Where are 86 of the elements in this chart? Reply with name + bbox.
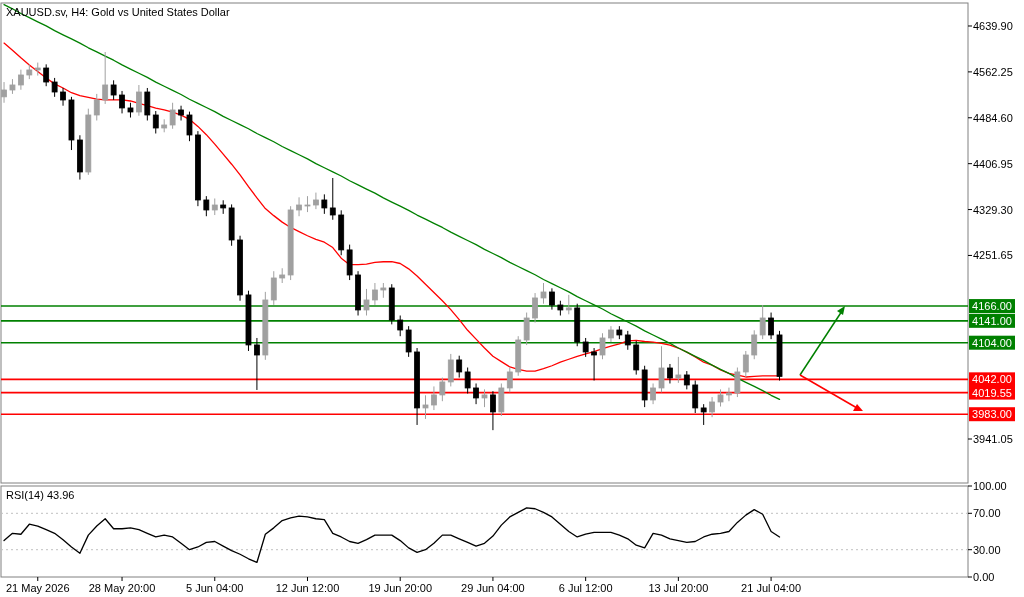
candlestick xyxy=(431,385,437,411)
ref-line-label: 4042.00 xyxy=(972,373,1012,386)
ref-line-label: 4141.00 xyxy=(972,314,1012,327)
candlestick xyxy=(152,110,159,134)
candlestick xyxy=(582,337,589,358)
candlestick xyxy=(549,287,555,311)
candlestick xyxy=(734,367,741,398)
y-tick-label: 4406.95 xyxy=(973,157,1013,170)
x-tick-label: 29 Jun 04:00 xyxy=(461,582,525,594)
candlestick xyxy=(136,84,142,117)
candlestick xyxy=(532,292,538,324)
x-tick-label: 12 Jun 12:00 xyxy=(275,582,340,594)
y-tick-label: 4251.65 xyxy=(973,249,1013,262)
candlestick xyxy=(658,345,665,393)
y-tick-label: 4329.30 xyxy=(973,203,1013,216)
candlestick xyxy=(397,315,404,337)
candlestick xyxy=(439,377,446,402)
candlestick xyxy=(650,382,656,405)
candlestick xyxy=(599,332,606,360)
candlestick xyxy=(254,337,260,391)
candlestick xyxy=(751,329,758,360)
candlestick xyxy=(709,396,715,418)
x-tick-label: 21 Jul 04:00 xyxy=(741,582,802,594)
candlestick xyxy=(591,347,597,382)
chart-title: RSI(14) 43.96 xyxy=(6,489,75,501)
candlestick xyxy=(169,102,176,130)
candlestick xyxy=(51,77,58,98)
candlestick xyxy=(313,192,319,210)
candlestick xyxy=(447,353,454,387)
candlestick xyxy=(102,51,109,105)
candlestick xyxy=(178,105,184,121)
y-tick-label: 100.00 xyxy=(973,480,1007,492)
ref-line-label: 4166.00 xyxy=(972,300,1012,313)
candlestick xyxy=(540,282,547,305)
candlestick xyxy=(296,196,302,217)
candlestick xyxy=(186,111,193,142)
x-tick-label: 28 May 20:00 xyxy=(88,582,156,594)
candlestick xyxy=(726,387,732,402)
candlestick xyxy=(523,312,530,346)
x-tick-label: 19 Jun 20:00 xyxy=(368,582,433,594)
ref-line-label: 3983.00 xyxy=(972,408,1012,421)
candlestick xyxy=(506,367,513,393)
candlestick xyxy=(110,79,117,101)
candlestick xyxy=(17,69,24,91)
candlestick xyxy=(498,382,505,417)
candlestick xyxy=(565,294,572,315)
candlestick xyxy=(456,355,463,379)
candlestick xyxy=(321,193,328,215)
candlestick xyxy=(759,304,766,340)
candlestick xyxy=(270,270,277,306)
candlestick xyxy=(43,63,50,87)
candlestick xyxy=(667,363,673,384)
candlestick xyxy=(768,312,774,340)
candlestick xyxy=(473,382,479,405)
x-tick-label: 21 May 2026 xyxy=(5,582,70,594)
y-tick-label: 0.00 xyxy=(973,571,995,583)
candlestick xyxy=(363,288,370,317)
candlestick xyxy=(203,195,210,217)
candlestick xyxy=(119,90,125,114)
candlestick xyxy=(144,87,151,121)
ref-line-label: 4019.55 xyxy=(972,386,1012,399)
y-tick-label: 3941.05 xyxy=(973,433,1013,445)
candlestick xyxy=(422,394,429,420)
candlestick xyxy=(742,350,749,378)
x-tick-label: 5 Jun 04:00 xyxy=(186,582,244,594)
y-tick-label: 70.00 xyxy=(973,507,1001,520)
candlestick xyxy=(405,325,412,358)
candlestick xyxy=(490,390,496,431)
candlestick xyxy=(624,330,631,351)
candlestick xyxy=(329,177,336,221)
y-tick-label: 4562.25 xyxy=(973,65,1013,78)
candlestick xyxy=(93,93,100,121)
candlestick xyxy=(692,380,699,414)
x-tick-label: 13 Jul 20:00 xyxy=(648,582,709,594)
candlestick xyxy=(675,356,682,384)
line-series xyxy=(3,507,781,564)
candlestick xyxy=(372,282,378,306)
y-tick-label: 30.00 xyxy=(973,543,1001,556)
y-tick-label: 4484.60 xyxy=(973,111,1013,124)
candlestick xyxy=(1,81,7,104)
x-tick-label: 6 Jul 12:00 xyxy=(558,582,613,594)
candlestick xyxy=(700,403,707,426)
candlestick xyxy=(683,370,690,390)
y-tick-label: 4639.90 xyxy=(973,19,1013,32)
ref-line-label: 4104.00 xyxy=(972,336,1012,349)
candlestick xyxy=(464,367,471,395)
